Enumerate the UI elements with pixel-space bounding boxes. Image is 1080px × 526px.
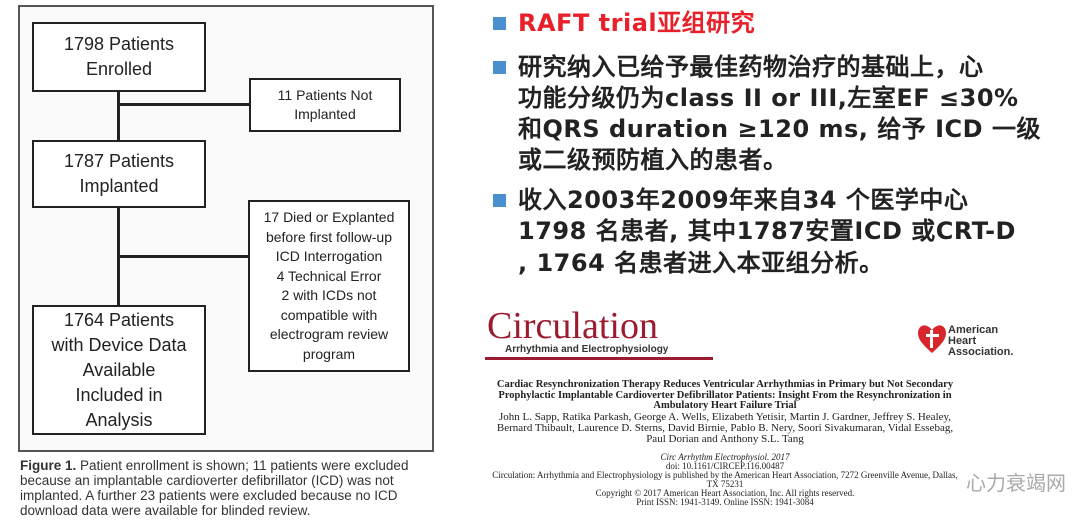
connector — [117, 91, 120, 140]
journal-rule — [485, 357, 713, 360]
aha-heart-icon — [918, 325, 946, 353]
not-implanted-box: 11 Patients Not Implanted — [249, 78, 401, 132]
bullet-line: 或二级预防植入的患者。 — [518, 146, 788, 174]
figure-caption: Figure 1. Patient enrollment is shown; 1… — [20, 458, 440, 518]
bullet-icon — [493, 61, 506, 74]
enrolled-box: 1798 Patients Enrolled — [32, 22, 206, 92]
bullet-line: , 1764 名患者进入本亚组分析。 — [518, 249, 884, 277]
paper-publisher: Circulation: Arrhythmia and Electrophysi… — [492, 469, 958, 489]
bullet-icon — [493, 17, 506, 30]
slide-title: RAFT trial亚组研究 — [518, 9, 756, 37]
caption-text: Patient enrollment is shown; 11 patients… — [20, 458, 409, 518]
bullet-line: 研究纳入已给予最佳药物治疗的基础上，心 — [518, 53, 984, 81]
bullet-line: 1798 名患者, 其中1787安置ICD 或CRT-D — [518, 217, 1016, 245]
connector — [117, 103, 249, 106]
connector — [117, 255, 248, 258]
excluded-box: 17 Died or Explanted before first follow… — [248, 200, 410, 372]
paper-issn: Print ISSN: 1941-3149. Online ISSN: 1941… — [636, 496, 814, 507]
journal-logo: Circulation — [487, 305, 658, 347]
journal-subtitle: Arrhythmia and Electrophysiology — [505, 344, 669, 355]
paper-header: Cardiac Resynchronization Therapy Reduce… — [490, 379, 960, 507]
paper-citation: Circ Arrhythm Electrophysiol. 2017 — [660, 451, 790, 462]
bullet-icon — [493, 194, 506, 207]
bullet-line: 和QRS duration ≥120 ms, 给予 ICD 一级 — [518, 115, 1041, 143]
bullet-line: 收入2003年2009年来自34 个医学中心 — [518, 186, 969, 214]
caption-label: Figure 1. — [20, 458, 77, 473]
paper-doi: doi: 10.1161/CIRCEP.116.00487 — [665, 460, 785, 471]
aha-logo-text: American Heart Association. — [948, 324, 1014, 358]
watermark: 心力衰竭网 — [966, 473, 1066, 495]
paper-title: Cardiac Resynchronization Therapy Reduce… — [496, 379, 954, 411]
paper-copyright: Copyright © 2017 American Heart Associat… — [595, 487, 855, 498]
paper-authors: John L. Sapp, Ratika Parkash, George A. … — [496, 410, 954, 445]
analysis-box: 1764 Patients with Device Data Available… — [32, 305, 206, 435]
implanted-box: 1787 Patients Implanted — [32, 140, 206, 208]
bullet-line: 功能分级仍为class II or III,左室EF ≤30% — [518, 84, 1019, 112]
